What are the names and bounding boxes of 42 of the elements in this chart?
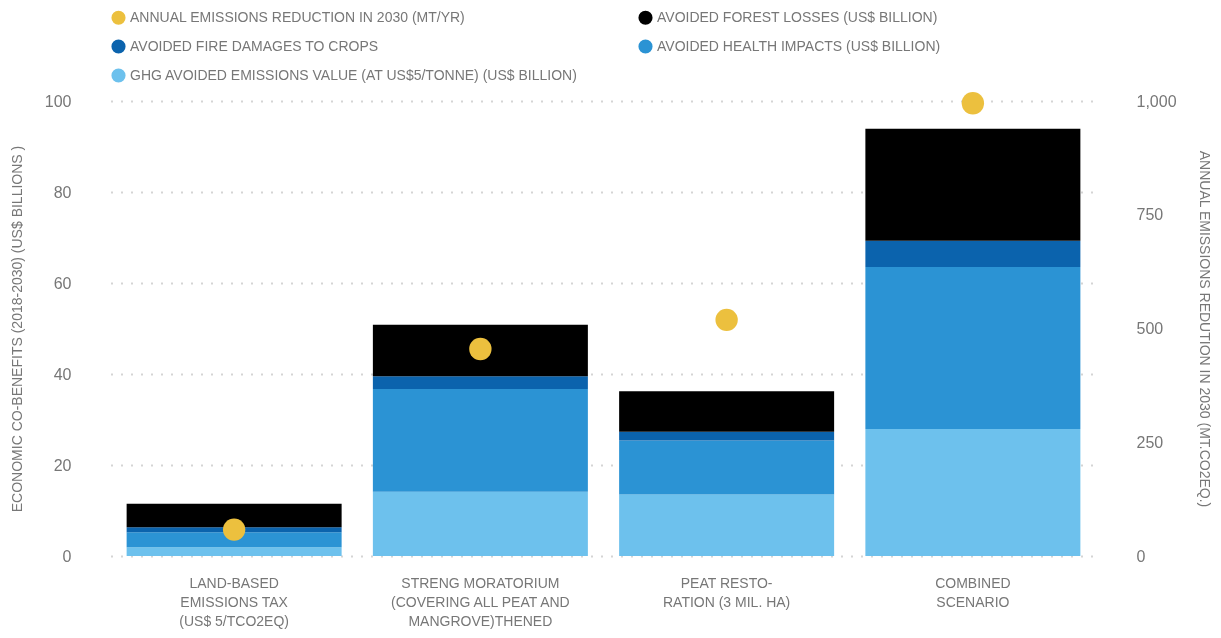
bar	[372, 389, 588, 492]
legend-label: ANNUAL EMISSIONS REDUCTION IN 2030 (MT/YR)	[130, 8, 465, 25]
x-tick-label: COMBINED SCENARIO	[935, 574, 1011, 610]
x-tick-label: STRENG MORATORIUM (COVERING ALL PEAT AND MANGROVE)THENED	[391, 574, 570, 629]
y-tick-label: 80	[53, 183, 72, 201]
point	[222, 518, 246, 541]
y2-tick-label: 1,000	[1136, 92, 1177, 110]
bar	[126, 532, 342, 548]
y-tick-label: 100	[44, 92, 72, 110]
bar	[865, 267, 1081, 430]
legend-label: GHG AVOIDED EMISSIONS VALUE (AT US$5/TONNE) (US$ BILLION)	[130, 66, 577, 83]
bar	[865, 240, 1081, 268]
bar	[126, 547, 342, 556]
bar	[372, 376, 588, 390]
bar	[619, 440, 835, 495]
legend-label: AVOIDED HEALTH IMPACTS (US$ BILLION)	[657, 37, 941, 54]
y-tick-label: 60	[53, 274, 72, 292]
y-tick-label: 40	[53, 365, 72, 383]
bar	[865, 429, 1081, 556]
y-axis-title: ECONOMIC CO-BENEFITS (2018-2030) (US$ BILLIONS )	[8, 145, 25, 513]
bar	[126, 503, 342, 528]
point	[469, 337, 492, 361]
bar	[619, 494, 835, 556]
x-tick-label: LAND-BASED EMISSIONS TAX (US$ 5/TCO2EQ)	[179, 574, 289, 629]
y-tick-label: 0	[62, 547, 72, 565]
point	[715, 308, 738, 332]
y2-tick-label: 0	[1136, 547, 1146, 565]
x-tick-label: PEAT RESTO- RATION (3 MIL. HA)	[662, 574, 791, 610]
bar	[372, 324, 588, 377]
bar	[372, 491, 588, 556]
bar	[619, 431, 835, 441]
point	[961, 92, 985, 115]
bar	[865, 128, 1081, 241]
legend-label: AVOIDED FOREST LOSSES (US$ BILLION)	[657, 8, 938, 25]
legend-label: AVOIDED FIRE DAMAGES TO CROPS	[130, 37, 379, 54]
y-tick-label: 20	[53, 456, 72, 474]
bar	[126, 527, 342, 533]
bar	[619, 391, 835, 432]
y2-tick-label: 500	[1136, 320, 1164, 337]
y2-tick-label: 250	[1136, 433, 1164, 451]
y2-tick-label: 750	[1136, 206, 1164, 224]
y2-axis-title: ANNUAL EMISSIONS REDUTION IN 2030 (MT.CO2EQ.)	[1196, 150, 1213, 508]
